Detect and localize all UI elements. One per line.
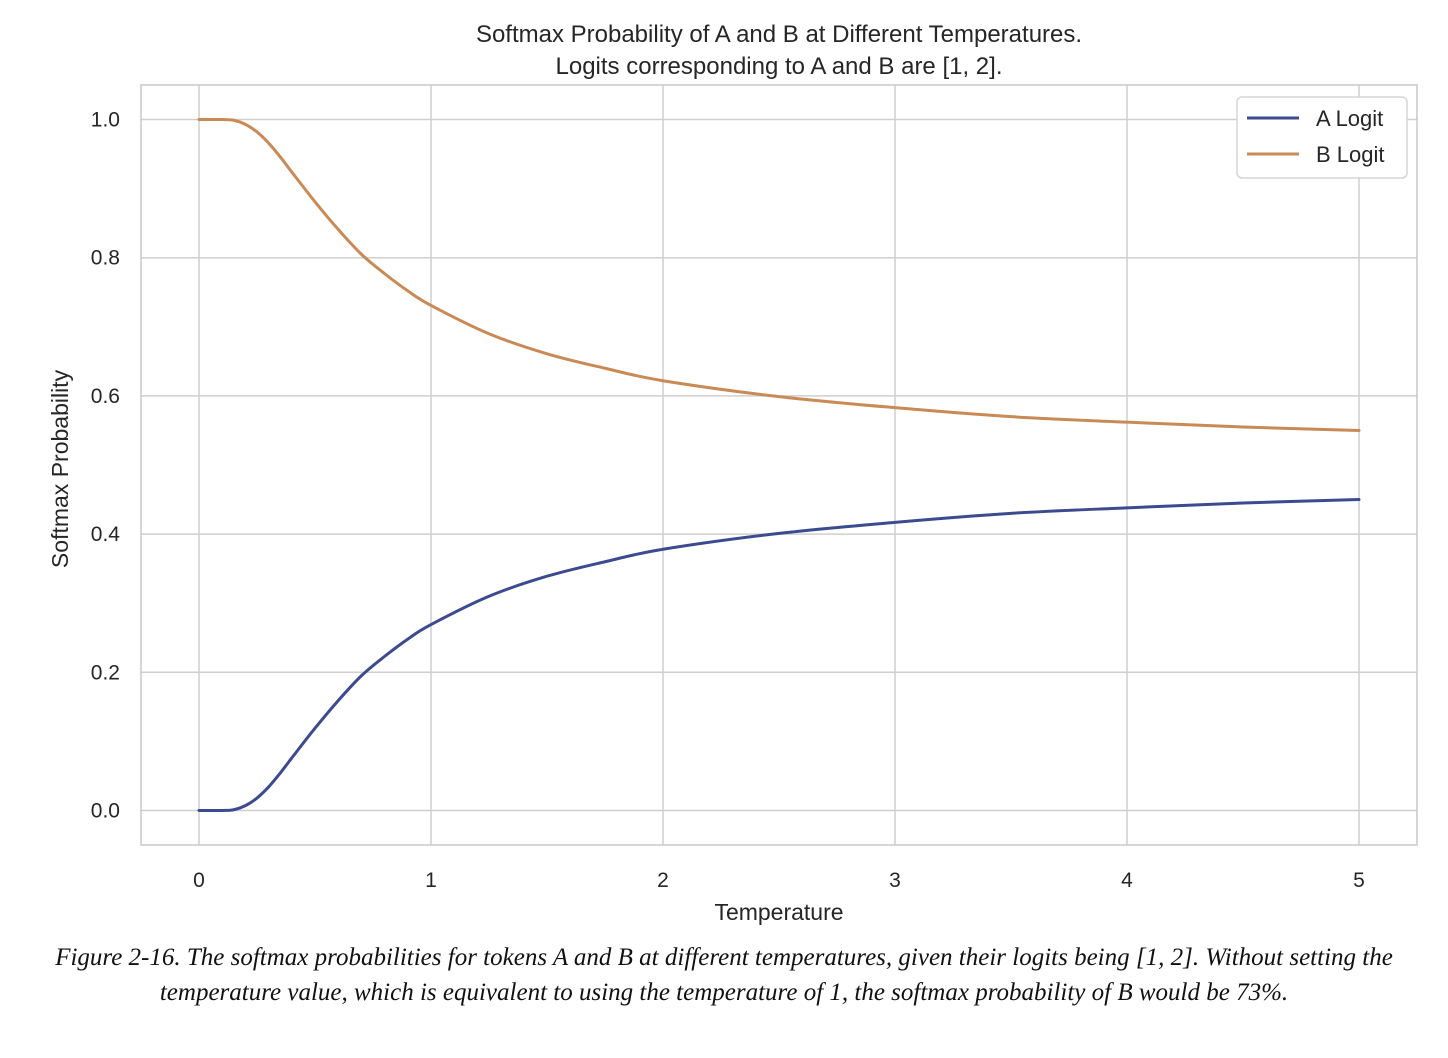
y-tick-label: 0.8 bbox=[91, 247, 120, 270]
x-tick-label: 1 bbox=[425, 869, 437, 892]
y-axis-label: Softmax Probability bbox=[47, 369, 73, 568]
x-tick-label: 0 bbox=[193, 869, 205, 892]
y-ticks: 0.0 0.2 0.4 0.6 0.8 1.0 bbox=[91, 109, 121, 823]
x-tick-label: 2 bbox=[657, 869, 669, 892]
figure-caption: Figure 2-16. The softmax probabilities f… bbox=[55, 944, 1393, 1006]
legend: A Logit B Logit bbox=[1236, 96, 1408, 179]
y-tick-label: 0.4 bbox=[91, 523, 121, 546]
series-line-a-logit bbox=[197, 498, 1361, 813]
chart-subtitle: Logits corresponding to A and B are [1, … bbox=[556, 53, 1003, 80]
grid bbox=[141, 85, 1417, 845]
x-ticks: 0 1 2 3 4 5 bbox=[193, 869, 1365, 892]
x-axis-label: Temperature bbox=[714, 899, 843, 925]
y-tick-label: 1.0 bbox=[91, 109, 120, 132]
legend-label: A Logit bbox=[1316, 106, 1383, 131]
x-tick-label: 4 bbox=[1121, 869, 1133, 892]
plot-frame bbox=[140, 84, 1418, 846]
legend-label: B Logit bbox=[1316, 142, 1385, 167]
y-tick-label: 0.2 bbox=[91, 661, 120, 684]
x-tick-label: 5 bbox=[1353, 869, 1365, 892]
chart-title: Softmax Probability of A and B at Differ… bbox=[476, 21, 1082, 48]
y-tick-label: 0.0 bbox=[91, 799, 120, 822]
y-tick-label: 0.6 bbox=[91, 385, 120, 408]
x-tick-label: 3 bbox=[889, 869, 901, 892]
series-line-b-logit bbox=[197, 117, 1361, 432]
series-lines bbox=[197, 117, 1361, 813]
